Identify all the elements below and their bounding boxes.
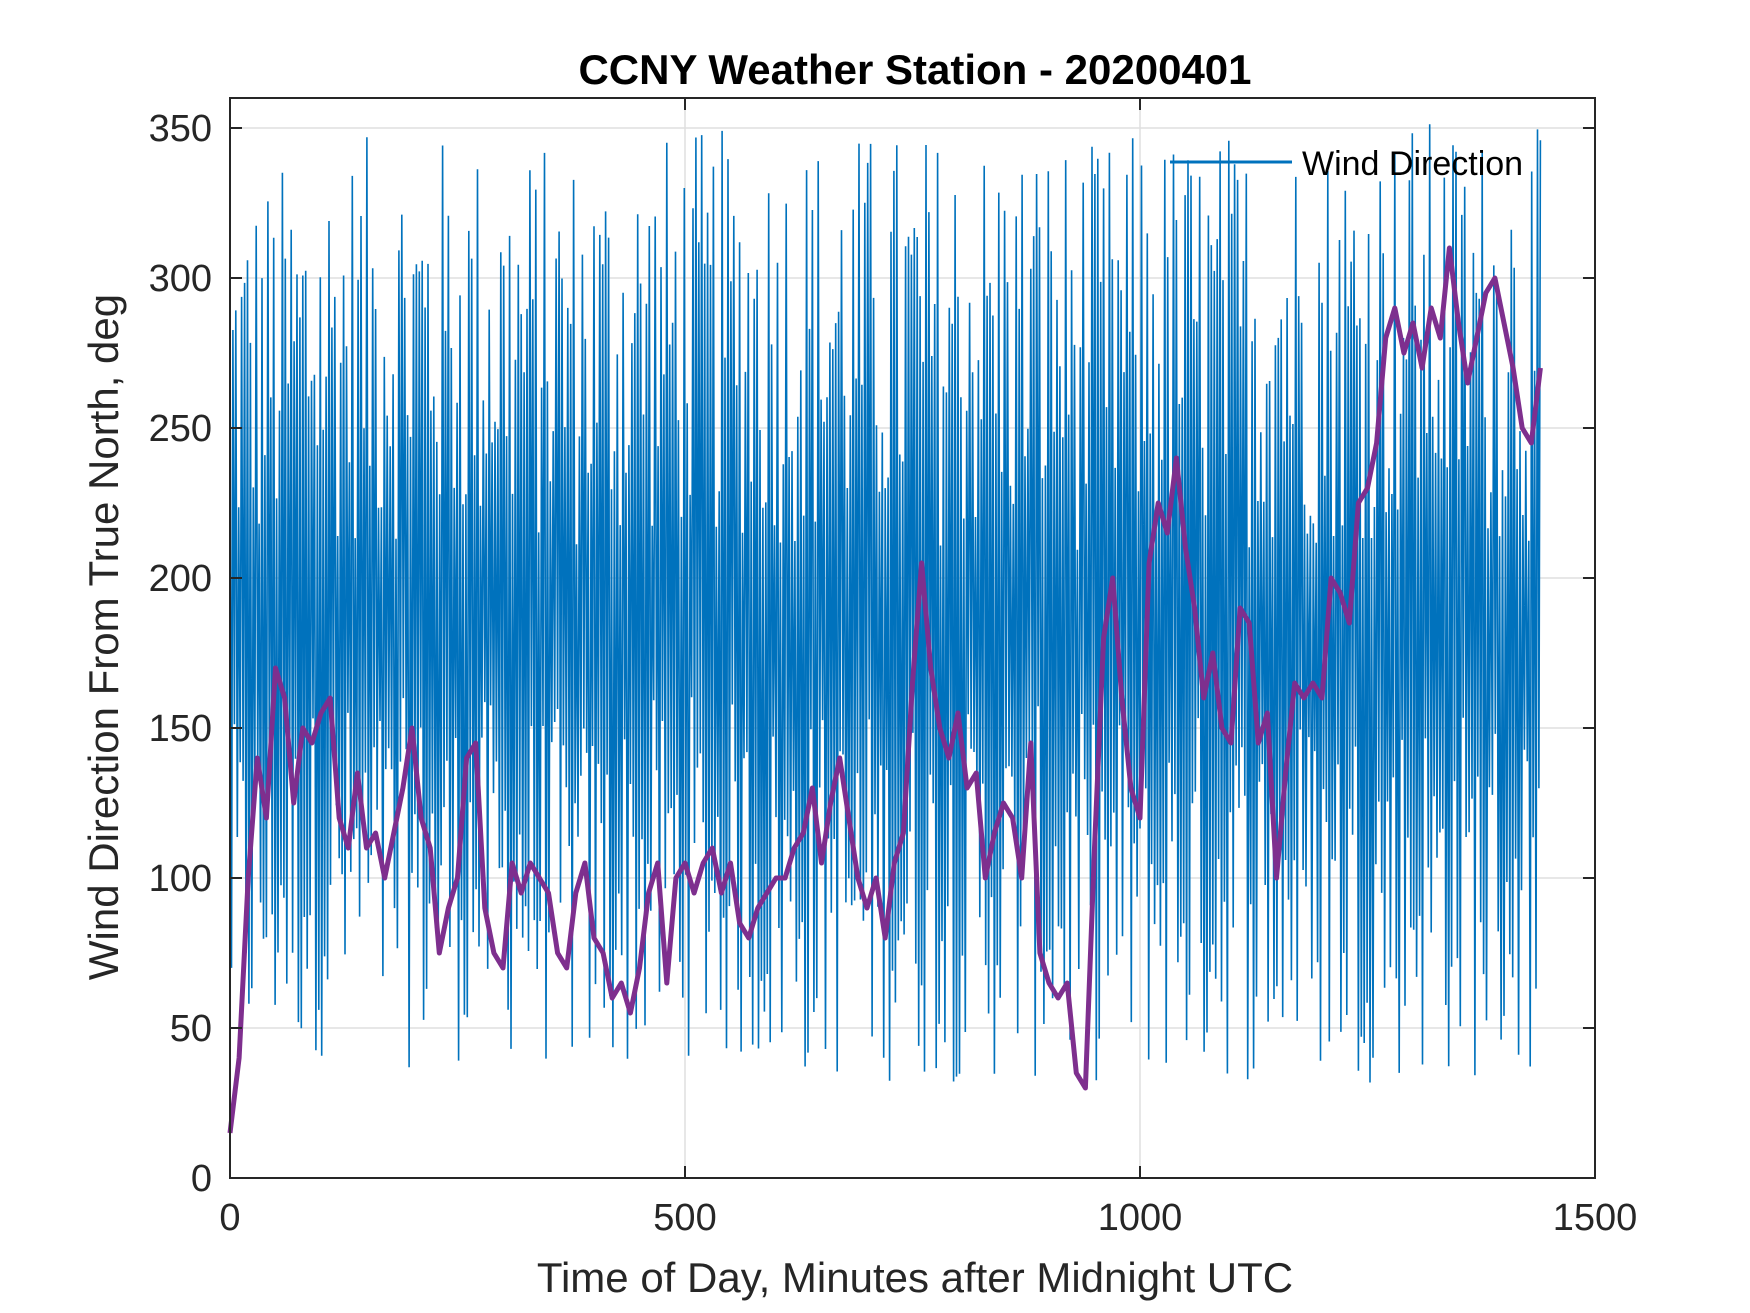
y-tick-label: 150 [149, 708, 212, 750]
legend: Wind Direction [1170, 145, 1523, 183]
y-tick-label: 300 [149, 258, 212, 300]
x-tick-label: 1000 [1098, 1197, 1183, 1239]
x-tick-label: 1500 [1553, 1197, 1638, 1239]
tick-labels: 0 50 100 150 200 250 300 350 0 500 1000 1500 [149, 108, 1638, 1239]
smoothed-series [227, 245, 1543, 1134]
axis-ticks [229, 98, 1596, 1179]
y-tick-label: 250 [149, 408, 212, 450]
y-tick-label: 100 [149, 858, 212, 900]
y-tick-label: 0 [191, 1158, 212, 1200]
y-tick-label: 200 [149, 558, 212, 600]
wind-direction-series [229, 124, 1542, 1083]
legend-label-wind-direction: Wind Direction [1302, 145, 1523, 183]
y-axis-label: Wind Direction From True North, deg [80, 294, 127, 980]
x-tick-label: 500 [653, 1197, 716, 1239]
wind-direction-line [229, 124, 1542, 1083]
x-axis-label: Time of Day, Minutes after Midnight UTC [537, 1254, 1293, 1301]
axes-box [229, 97, 1596, 1179]
smoothed-line [227, 245, 1543, 1134]
y-tick-label: 350 [149, 108, 212, 150]
chart-title: CCNY Weather Station - 20200401 [578, 46, 1251, 93]
x-tick-label: 0 [219, 1197, 240, 1239]
y-tick-label: 50 [170, 1008, 212, 1050]
